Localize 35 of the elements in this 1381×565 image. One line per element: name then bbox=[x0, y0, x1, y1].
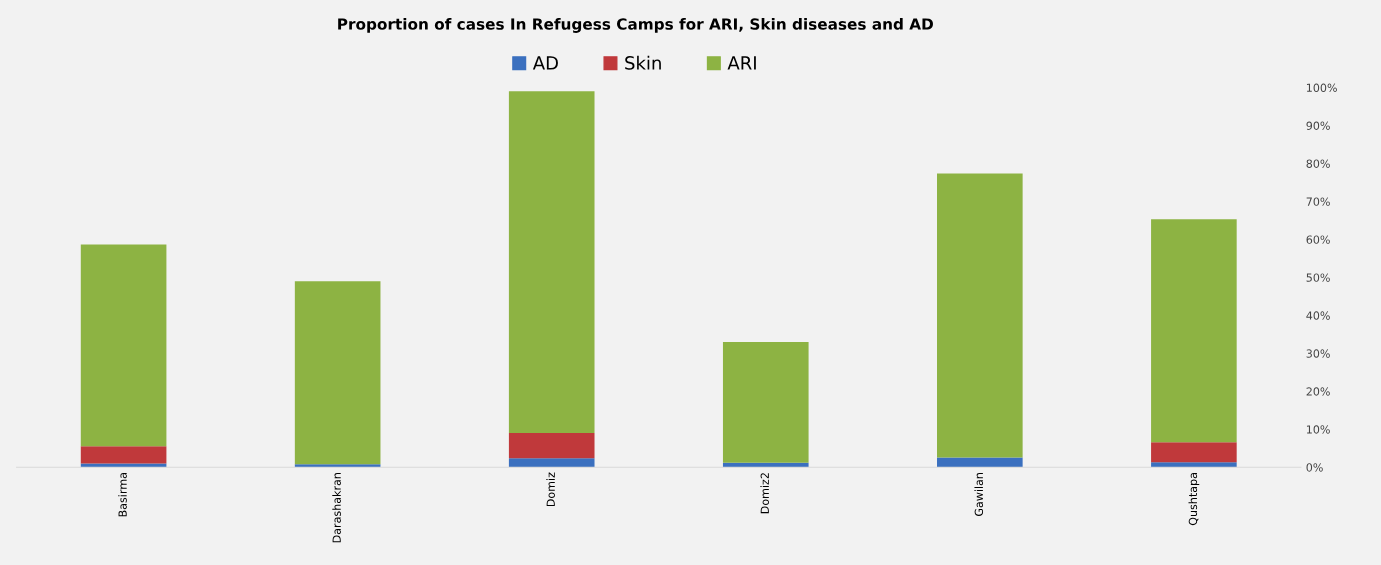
y-tick-label: 20% bbox=[1306, 387, 1330, 396]
bar bbox=[80, 244, 167, 447]
legend-label: ARI bbox=[727, 56, 756, 70]
y-tick-label: 100% bbox=[1306, 83, 1337, 92]
y-tick-label: 40% bbox=[1306, 311, 1330, 320]
y-tick-label: 90% bbox=[1306, 121, 1330, 130]
bar bbox=[508, 458, 595, 468]
x-tick-label: Domiz bbox=[546, 472, 555, 507]
y-tick-label: 50% bbox=[1306, 273, 1330, 282]
bar bbox=[508, 91, 595, 434]
bar bbox=[80, 463, 167, 468]
y-tick-label: 10% bbox=[1306, 425, 1330, 434]
bar bbox=[294, 281, 381, 465]
y-tick-label: 0% bbox=[1306, 463, 1323, 472]
bar bbox=[1151, 219, 1237, 443]
y-tick-label: 80% bbox=[1306, 159, 1330, 168]
bar bbox=[937, 457, 1023, 468]
x-tick-label: Gawilan bbox=[974, 473, 984, 517]
bar bbox=[722, 341, 809, 463]
bar bbox=[1151, 442, 1237, 463]
legend-label: AD bbox=[532, 56, 558, 70]
x-tick-label: Domiz2 bbox=[760, 473, 769, 514]
x-tick-label: Qushtapa bbox=[1188, 473, 1200, 526]
bar bbox=[1151, 462, 1237, 468]
y-tick-label: 30% bbox=[1306, 349, 1330, 358]
legend-label: Skin bbox=[625, 55, 661, 70]
bar bbox=[80, 446, 167, 464]
bar bbox=[294, 464, 381, 468]
bar bbox=[937, 173, 1023, 458]
y-tick-label: 70% bbox=[1306, 197, 1330, 206]
bar bbox=[508, 433, 595, 459]
y-tick-label: 60% bbox=[1306, 235, 1330, 244]
chart-title: Proportion of cases In Refugess Camps for ARI, Skin diseases and AD bbox=[338, 17, 933, 33]
x-tick-label: Basirma bbox=[118, 473, 127, 517]
x-tick-label: Darashakran bbox=[332, 473, 341, 543]
